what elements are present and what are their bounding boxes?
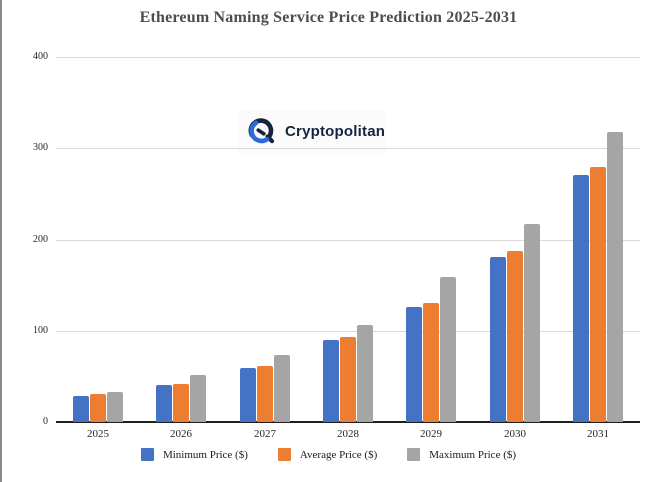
- x-axis-tick-label: 2030: [504, 428, 526, 440]
- bar-minimum-2029: [406, 307, 422, 422]
- bar-minimum-2028: [323, 340, 339, 422]
- x-axis-tick-label: 2025: [87, 428, 109, 440]
- legend-swatch-maximum: [407, 448, 421, 461]
- x-axis-tick-label: 2029: [420, 428, 442, 440]
- chart-title: Ethereum Naming Service Price Prediction…: [139, 9, 518, 26]
- bar-minimum-2026: [156, 385, 172, 422]
- cryptopolitan-watermark: Cryptopolitan: [237, 110, 387, 153]
- y-axis-tick-label: 300: [33, 142, 48, 153]
- y-gridline: [56, 331, 640, 332]
- bar-average-2031: [590, 167, 606, 422]
- bar-average-2027: [257, 366, 273, 422]
- bar-average-2026: [173, 384, 189, 422]
- bar-maximum-2026: [190, 375, 206, 422]
- x-axis-tick-label: 2028: [337, 428, 359, 440]
- legend-item-minimum: Minimum Price ($): [140, 448, 248, 461]
- bar-average-2025: [90, 394, 106, 422]
- y-axis-tick-label: 0: [43, 416, 48, 427]
- x-axis-tick-label: 2031: [587, 428, 609, 440]
- cryptopolitan-logo-text: Cryptopolitan: [285, 123, 386, 140]
- x-axis-line: [56, 421, 640, 423]
- bar-minimum-2030: [490, 257, 506, 422]
- bar-maximum-2025: [107, 392, 123, 422]
- y-gridline: [56, 57, 640, 58]
- y-gridline: [56, 148, 640, 149]
- bar-maximum-2029: [440, 277, 456, 422]
- bar-average-2030: [507, 251, 523, 422]
- legend-swatch-average: [277, 448, 291, 461]
- bar-maximum-2027: [274, 355, 290, 422]
- y-axis-tick-label: 400: [33, 51, 48, 62]
- legend-swatch-minimum: [140, 448, 154, 461]
- legend-item-average: Average Price ($): [277, 448, 378, 461]
- chart-legend: Minimum Price ($) Average Price ($) Maximu…: [0, 448, 657, 461]
- bar-minimum-2031: [573, 175, 589, 422]
- bar-average-2028: [340, 337, 356, 422]
- legend-item-maximum: Maximum Price ($): [407, 448, 516, 461]
- x-axis-tick-label: 2026: [170, 428, 192, 440]
- legend-label: Maximum Price ($): [429, 448, 517, 461]
- bar-maximum-2028: [357, 325, 373, 422]
- legend-label: Average Price ($): [299, 448, 378, 461]
- window-left-border: [0, 0, 2, 482]
- bar-average-2029: [423, 303, 439, 422]
- y-axis-tick-label: 200: [33, 234, 48, 245]
- bar-maximum-2030: [524, 224, 540, 422]
- y-gridline: [56, 240, 640, 241]
- cryptopolitan-icon: [245, 115, 278, 148]
- bar-minimum-2027: [240, 368, 256, 422]
- bar-maximum-2031: [607, 132, 623, 422]
- x-axis-tick-label: 2027: [254, 428, 276, 440]
- legend-label: Minimum Price ($): [162, 448, 248, 461]
- bar-minimum-2025: [73, 396, 89, 422]
- y-axis-tick-label: 100: [33, 325, 48, 336]
